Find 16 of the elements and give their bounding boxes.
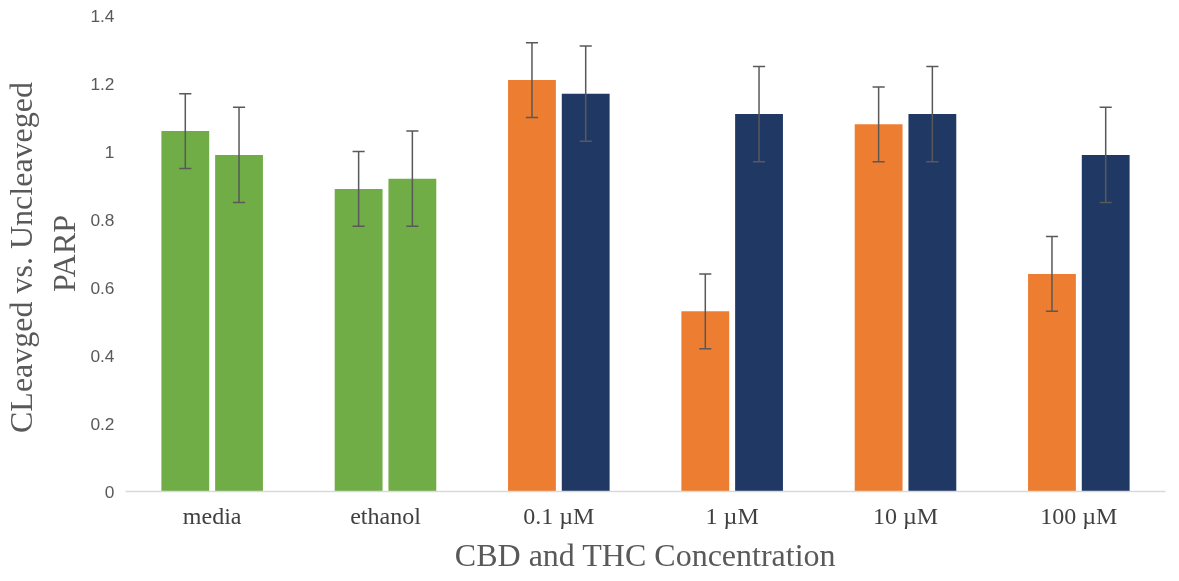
- y-tick-label: 0: [104, 481, 115, 502]
- x-tick-label: media: [182, 502, 242, 529]
- x-tick-label: 10 µM: [872, 502, 939, 529]
- x-tick-label: ethanol: [350, 502, 422, 529]
- y-tick-label: 0.8: [90, 209, 115, 230]
- x-tick-label: 1 µM: [705, 502, 759, 529]
- x-tick-label: 0.1 µM: [523, 502, 595, 529]
- y-tick-label: 1.2: [90, 73, 115, 94]
- x-axis-title: CBD and THC Concentration: [454, 536, 836, 573]
- y-tick-label: 1: [104, 141, 115, 162]
- y-tick-label: 1.4: [90, 5, 115, 26]
- y-tick-label: 0.4: [90, 345, 115, 366]
- y-tick-label: 0.2: [90, 413, 115, 434]
- y-axis-title: CLeavged vs. Uncleaveged PARP: [3, 82, 83, 433]
- y-tick-label: 0.6: [90, 277, 115, 298]
- x-tick-label: 100 µM: [1040, 502, 1118, 529]
